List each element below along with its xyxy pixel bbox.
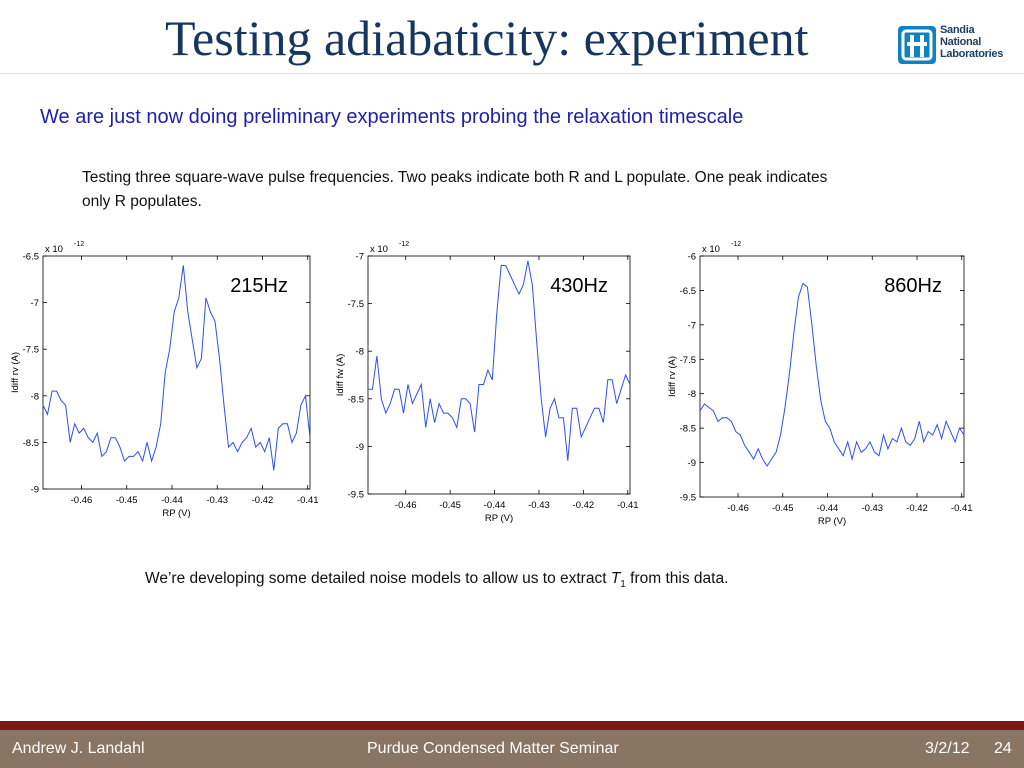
series-line — [699, 282, 965, 467]
plot-430hz: -7 -7.5 -8 -8.5 -9 -9.5 -0.46 -0.45 -0.44 -0.43 -0… — [328, 237, 646, 524]
x-axis-label: RP (V) — [818, 516, 846, 527]
exponent-label: x 10 — [45, 244, 63, 255]
x-tick-label: -0.46 — [727, 503, 749, 514]
y-tick-label: -8 — [356, 347, 364, 358]
footer-divider — [0, 721, 1024, 730]
t1-symbol: T — [610, 570, 621, 587]
x-tick-label: -0.41 — [617, 500, 639, 511]
y-tick-label: -9 — [31, 485, 39, 496]
chart-svg: -6.5 -7 -7.5 -8 -8.5 -9 -0.46 -0.45 -0.44 -0.43 -0… — [10, 241, 319, 519]
x-axis-label: RP (V) — [485, 513, 513, 524]
chart-svg: -6 -6.5 -7 -7.5 -8 -8.5 -9 -9.5 -0.46 -0.45 -0.44 -… — [667, 241, 973, 527]
x-tick-label: -0.43 — [528, 500, 550, 511]
y-tick-label: -7 — [356, 252, 364, 263]
x-axis-label: RP (V) — [162, 508, 190, 519]
series-line — [368, 260, 631, 461]
frequency-label: 215Hz — [230, 275, 288, 297]
y-tick-label: -8.5 — [23, 438, 39, 449]
noise-model-note: We’re developing some detailed noise mod… — [145, 570, 729, 591]
page-number: 24 — [994, 740, 1012, 757]
y-tick-label: -7 — [31, 298, 39, 309]
subtitle: We are just now doing preliminary experi… — [40, 106, 744, 128]
series-line — [42, 265, 311, 471]
y-axis-label: Idiff fw (A) — [335, 354, 346, 397]
description-line-1: Testing three square-wave pulse frequenc… — [82, 169, 828, 186]
description-line-2: only R populates. — [82, 193, 202, 210]
sandia-logo: Sandia National Laboratories — [898, 24, 1008, 70]
y-tick-label: -7 — [688, 320, 696, 331]
y-tick-label: -6.5 — [23, 252, 39, 263]
y-tick-label: -9.5 — [680, 493, 696, 504]
x-tick-label: -0.44 — [161, 495, 183, 506]
exponent-label: x 10 — [370, 244, 388, 255]
y-tick-label: -8 — [688, 389, 696, 400]
y-tick-label: -8.5 — [348, 394, 364, 405]
x-tick-label: -0.43 — [206, 495, 228, 506]
title-divider — [0, 73, 1024, 74]
x-tick-label: -0.45 — [772, 503, 794, 514]
x-tick-label: -0.43 — [861, 503, 883, 514]
plot-area — [367, 255, 631, 495]
y-tick-label: -9.5 — [348, 490, 364, 501]
y-tick-label: -9 — [688, 458, 696, 469]
x-tick-label: -0.42 — [252, 495, 274, 506]
frequency-label: 860Hz — [884, 275, 942, 297]
description: Testing three square-wave pulse frequenc… — [82, 166, 982, 214]
frequency-label: 430Hz — [550, 275, 608, 297]
exponent-power: -12 — [74, 241, 84, 248]
exponent-power: -12 — [731, 241, 741, 248]
footer-date: 3/2/12 — [925, 740, 970, 757]
y-tick-label: -6 — [688, 252, 696, 263]
x-tick-label: -0.45 — [116, 495, 138, 506]
x-tick-label: -0.44 — [817, 503, 839, 514]
footer-event: Purdue Condensed Matter Seminar — [367, 740, 619, 757]
footer-author: Andrew J. Landahl — [12, 740, 145, 757]
exponent-label: x 10 — [702, 244, 720, 255]
y-tick-label: -8 — [31, 391, 39, 402]
x-tick-label: -0.46 — [71, 495, 93, 506]
y-tick-label: -7.5 — [23, 345, 39, 356]
y-axis-label: Idiff rv (A) — [10, 352, 21, 393]
x-tick-label: -0.42 — [906, 503, 928, 514]
y-axis-label: Idiff rv (A) — [667, 356, 678, 397]
thunderbird-icon — [898, 26, 936, 64]
y-tick-label: -8.5 — [680, 424, 696, 435]
x-tick-label: -0.46 — [395, 500, 417, 511]
x-tick-label: -0.41 — [951, 503, 973, 514]
x-tick-label: -0.44 — [484, 500, 506, 511]
y-tick-label: -9 — [356, 442, 364, 453]
y-tick-label: -7.5 — [348, 299, 364, 310]
x-tick-label: -0.41 — [297, 495, 319, 506]
page-title: Testing adiabaticity: experiment — [165, 10, 809, 66]
footer: Andrew J. Landahl Purdue Condensed Matte… — [0, 730, 1024, 768]
x-tick-label: -0.42 — [573, 500, 595, 511]
exponent-power: -12 — [399, 241, 409, 248]
plot-area — [699, 255, 965, 498]
logo-text: Sandia National Laboratories — [940, 24, 1004, 60]
y-tick-label: -6.5 — [680, 286, 696, 297]
chart-svg: -7 -7.5 -8 -8.5 -9 -9.5 -0.46 -0.45 -0.44 -0.43 -0… — [335, 241, 639, 524]
y-tick-label: -7.5 — [680, 355, 696, 366]
plot-215hz: -6.5 -7 -7.5 -8 -8.5 -9 -0.46 -0.45 -0.44 -0.43 -0… — [8, 237, 320, 522]
plot-860hz: -6 -6.5 -7 -7.5 -8 -8.5 -9 -9.5 -0.46 -0.45 -0.44 -… — [660, 237, 980, 527]
x-tick-label: -0.45 — [439, 500, 461, 511]
